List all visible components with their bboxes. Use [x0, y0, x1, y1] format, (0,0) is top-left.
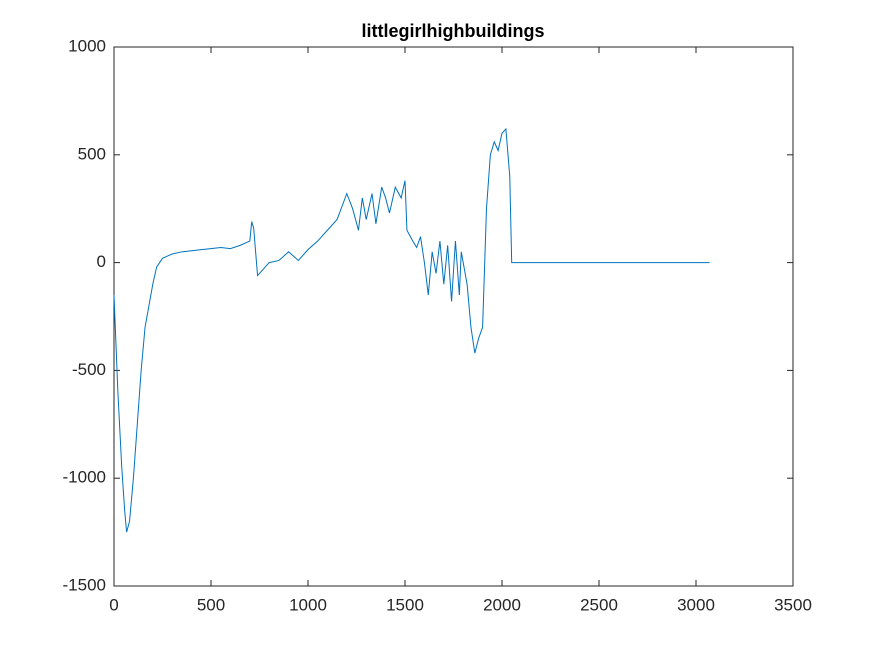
y-tick-label: 1000: [68, 36, 106, 55]
x-tick-label: 2500: [580, 595, 618, 614]
x-tick-label: 2000: [483, 595, 521, 614]
y-tick-label: -500: [72, 360, 106, 379]
y-tick-label: -1500: [63, 575, 106, 594]
x-tick-label: 1000: [289, 595, 327, 614]
y-tick-label: -1000: [63, 468, 106, 487]
x-tick-label: 3000: [677, 595, 715, 614]
y-tick-label: 0: [97, 252, 106, 271]
x-tick-label: 0: [109, 595, 118, 614]
chart-title: littlegirlhighbuildings: [362, 21, 545, 41]
x-tick-label: 1500: [386, 595, 424, 614]
y-tick-label: 500: [78, 144, 106, 163]
axes-box: [113, 46, 794, 587]
x-tick-label: 3500: [774, 595, 812, 614]
data-line: [113, 127, 710, 533]
x-tick-label: 500: [197, 595, 225, 614]
